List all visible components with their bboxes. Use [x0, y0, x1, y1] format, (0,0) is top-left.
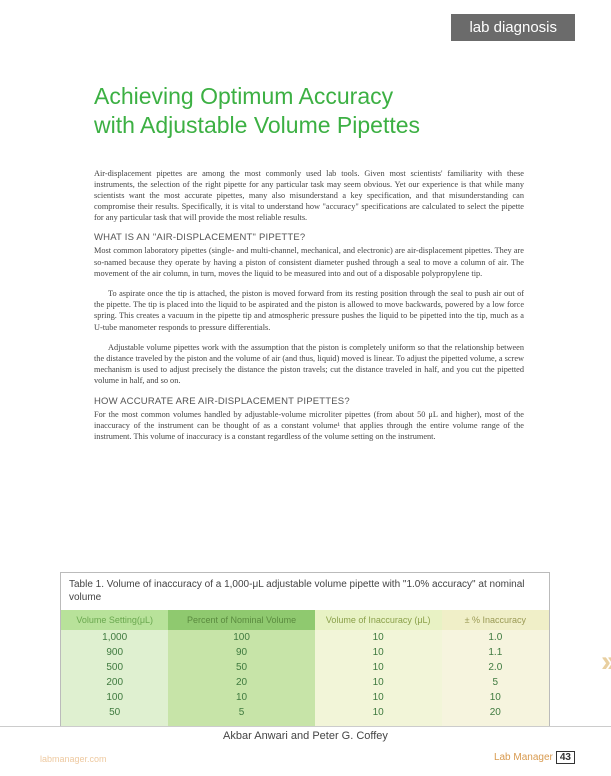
- table-header-row: Volume Setting(μL) Percent of Nominal Vo…: [61, 610, 549, 630]
- table-row: 5051020: [61, 705, 549, 726]
- inaccuracy-table: Volume Setting(μL) Percent of Nominal Vo…: [61, 610, 549, 726]
- table-cell: 200: [61, 675, 168, 690]
- table-cell: 2.0: [442, 660, 549, 675]
- paragraph-5: For the most common volumes handled by a…: [94, 409, 524, 443]
- th-volume-inaccuracy: Volume of Inaccuracy (μL): [315, 610, 442, 630]
- footer-brand: Lab Manager: [494, 752, 553, 763]
- table-cell: 1.0: [442, 630, 549, 645]
- table-1: Table 1. Volume of inaccuracy of a 1,000…: [60, 572, 550, 727]
- table-cell: 90: [168, 645, 314, 660]
- table-cell: 100: [61, 690, 168, 705]
- authors: Akbar Anwari and Peter G. Coffey: [0, 726, 611, 742]
- table-cell: 1.1: [442, 645, 549, 660]
- table-cell: 10: [168, 690, 314, 705]
- paragraph-3: To aspirate once the tip is attached, th…: [94, 288, 524, 333]
- th-volume-setting: Volume Setting(μL): [61, 610, 168, 630]
- table-row: 90090101.1: [61, 645, 549, 660]
- section-heading-1: WHAT IS AN "AIR-DISPLACEMENT" PIPETTE?: [94, 232, 524, 243]
- title-line-1: Achieving Optimum Accuracy: [94, 83, 393, 109]
- article-title: Achieving Optimum Accuracy with Adjustab…: [94, 82, 524, 140]
- table-cell: 10: [315, 675, 442, 690]
- table-cell: 10: [442, 690, 549, 705]
- table-cell: 10: [315, 645, 442, 660]
- title-line-2: with Adjustable Volume Pipettes: [94, 112, 420, 138]
- table-cell: 50: [168, 660, 314, 675]
- table-cell: 20: [168, 675, 314, 690]
- table-cell: 1,000: [61, 630, 168, 645]
- table-cell: 5: [168, 705, 314, 726]
- intro-paragraph: Air-displacement pipettes are among the …: [94, 168, 524, 224]
- table-cell: 900: [61, 645, 168, 660]
- table-cell: 10: [315, 660, 442, 675]
- th-percent-nominal: Percent of Nominal Volume: [168, 610, 314, 630]
- table-caption: Table 1. Volume of inaccuracy of a 1,000…: [61, 573, 549, 610]
- table-cell: 10: [315, 630, 442, 645]
- footer-right: Lab Manager 43: [494, 751, 575, 764]
- table-row: 1,000100101.0: [61, 630, 549, 645]
- table-cell: 5: [442, 675, 549, 690]
- th-percent-inaccuracy: ± % Inaccuracy: [442, 610, 549, 630]
- table-cell: 500: [61, 660, 168, 675]
- footer-url: labmanager.com: [40, 754, 107, 764]
- table-row: 20020105: [61, 675, 549, 690]
- section-badge: lab diagnosis: [451, 14, 575, 41]
- paragraph-4: Adjustable volume pipettes work with the…: [94, 342, 524, 387]
- table-row: 100101010: [61, 690, 549, 705]
- table-cell: 20: [442, 705, 549, 726]
- table-cell: 50: [61, 705, 168, 726]
- paragraph-2: Most common laboratory pipettes (single-…: [94, 245, 524, 279]
- table-cell: 10: [315, 690, 442, 705]
- table-cell: 100: [168, 630, 314, 645]
- section-heading-2: HOW ACCURATE ARE AIR-DISPLACEMENT PIPETT…: [94, 396, 524, 407]
- page-number: 43: [556, 751, 575, 764]
- table-row: 50050102.0: [61, 660, 549, 675]
- article-body: Achieving Optimum Accuracy with Adjustab…: [94, 82, 524, 451]
- table-cell: 10: [315, 705, 442, 726]
